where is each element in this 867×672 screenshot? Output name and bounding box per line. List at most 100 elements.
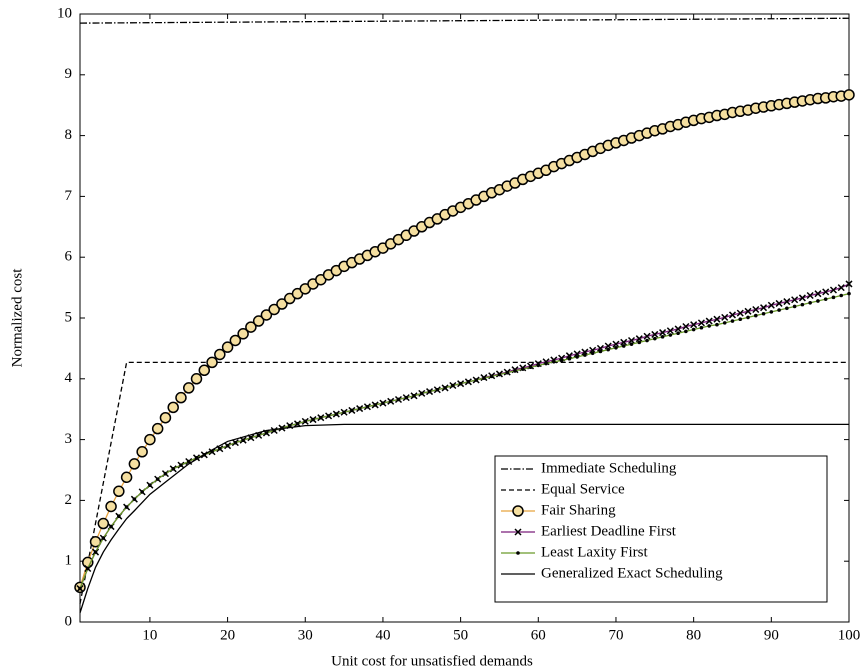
marker <box>148 483 152 488</box>
marker <box>659 329 667 337</box>
marker <box>722 321 727 325</box>
marker <box>388 399 393 404</box>
marker <box>237 328 249 340</box>
marker <box>113 485 125 498</box>
marker <box>474 378 478 382</box>
marker <box>604 342 612 350</box>
marker <box>676 331 680 336</box>
marker <box>206 356 218 369</box>
marker <box>798 294 806 302</box>
marker <box>144 433 156 446</box>
marker <box>163 471 168 476</box>
marker <box>668 333 673 337</box>
marker <box>101 536 106 540</box>
y-tick-label: 3 <box>65 431 73 447</box>
marker <box>221 341 234 353</box>
x-axis-label: Unit cost for unsatisfied demands <box>331 653 533 669</box>
marker <box>705 317 713 325</box>
marker <box>276 298 288 310</box>
marker <box>847 291 851 296</box>
y-axis-label: Normalized cost <box>9 268 25 368</box>
marker <box>559 358 564 363</box>
marker <box>443 386 447 390</box>
marker <box>198 364 211 377</box>
marker <box>707 324 711 328</box>
marker <box>730 319 735 323</box>
x-tick-label: 10 <box>142 627 157 643</box>
marker <box>311 417 315 422</box>
marker <box>342 410 346 415</box>
x-tick-label: 20 <box>220 627 235 643</box>
marker <box>769 310 774 314</box>
marker <box>105 500 117 513</box>
legend-marker <box>512 505 524 517</box>
marker <box>159 411 172 424</box>
marker <box>666 327 674 335</box>
marker <box>783 298 791 306</box>
marker <box>691 327 696 332</box>
marker <box>785 306 789 311</box>
marker <box>590 351 595 356</box>
marker <box>396 397 401 402</box>
y-tick-label: 0 <box>65 613 73 629</box>
marker <box>660 335 665 339</box>
marker <box>627 336 636 345</box>
x-tick-label: 80 <box>686 627 701 643</box>
marker <box>583 353 587 357</box>
legend-label: Equal Service <box>541 481 625 497</box>
marker <box>760 304 768 312</box>
marker <box>435 387 440 392</box>
marker <box>612 340 620 348</box>
marker <box>697 319 705 327</box>
marker <box>690 321 698 329</box>
marker <box>775 299 783 307</box>
x-tick-label: 30 <box>298 627 313 643</box>
marker <box>489 374 494 379</box>
y-tick-label: 1 <box>65 553 73 569</box>
marker <box>839 293 844 298</box>
marker <box>606 347 611 352</box>
marker <box>295 421 300 426</box>
marker <box>93 550 98 554</box>
marker <box>497 372 502 377</box>
marker <box>252 315 265 327</box>
x-tick-label: 40 <box>375 627 390 643</box>
marker <box>182 382 195 394</box>
marker <box>843 89 855 101</box>
marker <box>837 284 845 292</box>
legend-label: Generalized Exact Scheduling <box>541 565 723 581</box>
marker <box>303 419 308 424</box>
marker <box>715 322 719 327</box>
marker <box>728 311 737 319</box>
marker <box>505 370 510 375</box>
marker <box>264 431 269 435</box>
marker <box>620 338 628 346</box>
legend-label: Least Laxity First <box>541 544 648 560</box>
marker <box>326 414 331 418</box>
marker <box>808 301 812 305</box>
marker <box>151 422 164 435</box>
marker <box>229 334 242 347</box>
legend-label: Immediate Scheduling <box>541 460 677 476</box>
marker <box>674 325 682 333</box>
y-tick-label: 10 <box>57 5 72 21</box>
marker <box>822 288 830 296</box>
marker <box>357 406 362 411</box>
marker <box>653 336 657 341</box>
marker <box>225 443 230 448</box>
marker <box>132 497 137 501</box>
series-line <box>79 293 850 589</box>
marker <box>816 299 820 303</box>
marker <box>466 380 471 384</box>
marker <box>791 296 799 304</box>
marker <box>752 305 760 314</box>
x-tick-label: 90 <box>764 627 779 643</box>
legend-marker <box>514 528 522 536</box>
marker <box>544 361 548 366</box>
marker <box>767 301 775 309</box>
marker <box>117 514 121 519</box>
y-tick-label: 6 <box>65 249 73 265</box>
marker <box>190 373 203 385</box>
y-tick-label: 9 <box>65 66 73 82</box>
marker <box>427 389 432 394</box>
